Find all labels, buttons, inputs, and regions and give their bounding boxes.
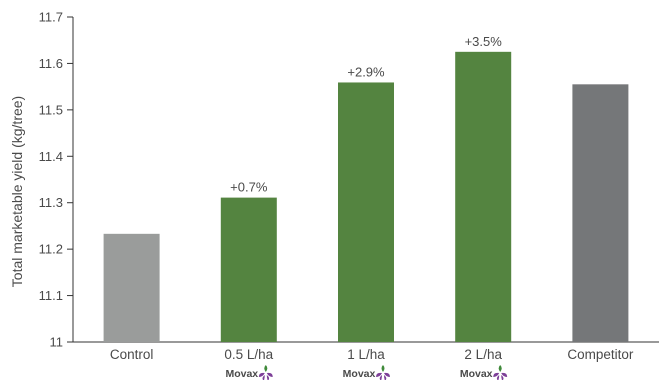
movax-leaf-logo-icon bbox=[376, 365, 390, 380]
x-category-label: Control bbox=[110, 347, 154, 362]
y-tick-label: 11.3 bbox=[39, 195, 63, 210]
bar-data-label: +3.5% bbox=[465, 34, 503, 49]
bar-data-label: +0.7% bbox=[230, 180, 268, 195]
x-category-label: Competitor bbox=[567, 347, 634, 362]
y-tick-label: 11.1 bbox=[39, 288, 63, 303]
bars-group: Control 0.5 L/ha +0.7% Movax 1 L/ha +2.9% Mova… bbox=[103, 34, 634, 380]
movax-leaf-logo-icon bbox=[493, 365, 508, 380]
x-category-label: 1 L/ha bbox=[347, 347, 385, 362]
y-tick-label: 11.4 bbox=[39, 149, 63, 164]
bar bbox=[220, 197, 277, 342]
bar bbox=[338, 82, 394, 342]
brand-name: Movax bbox=[460, 368, 493, 380]
bar bbox=[455, 51, 512, 342]
brand-name: Movax bbox=[343, 368, 376, 380]
x-category-label: 2 L/ha bbox=[464, 347, 502, 362]
x-category-label: 0.5 L/ha bbox=[224, 347, 273, 362]
y-tick-label: 11.5 bbox=[39, 102, 63, 117]
movax-brand-logo: Movax bbox=[343, 365, 390, 380]
y-axis-title: Total marketable yield (kg/tree) bbox=[9, 96, 25, 287]
bar bbox=[572, 84, 629, 343]
movax-brand-logo: Movax bbox=[460, 365, 508, 380]
movax-leaf-logo-icon bbox=[258, 365, 273, 380]
y-tick-label: 11 bbox=[50, 335, 64, 350]
y-axis-ticks: 11 11.1 11.2 11.3 11.4 11.5 11.6 11.7 bbox=[39, 10, 73, 350]
y-tick-label: 11.7 bbox=[39, 10, 63, 25]
bar bbox=[103, 233, 160, 342]
y-tick-label: 11.2 bbox=[39, 242, 63, 257]
bar-data-label: +2.9% bbox=[347, 64, 385, 79]
brand-name: Movax bbox=[225, 368, 258, 380]
y-tick-label: 11.6 bbox=[39, 56, 63, 71]
movax-brand-logo: Movax bbox=[225, 365, 273, 380]
